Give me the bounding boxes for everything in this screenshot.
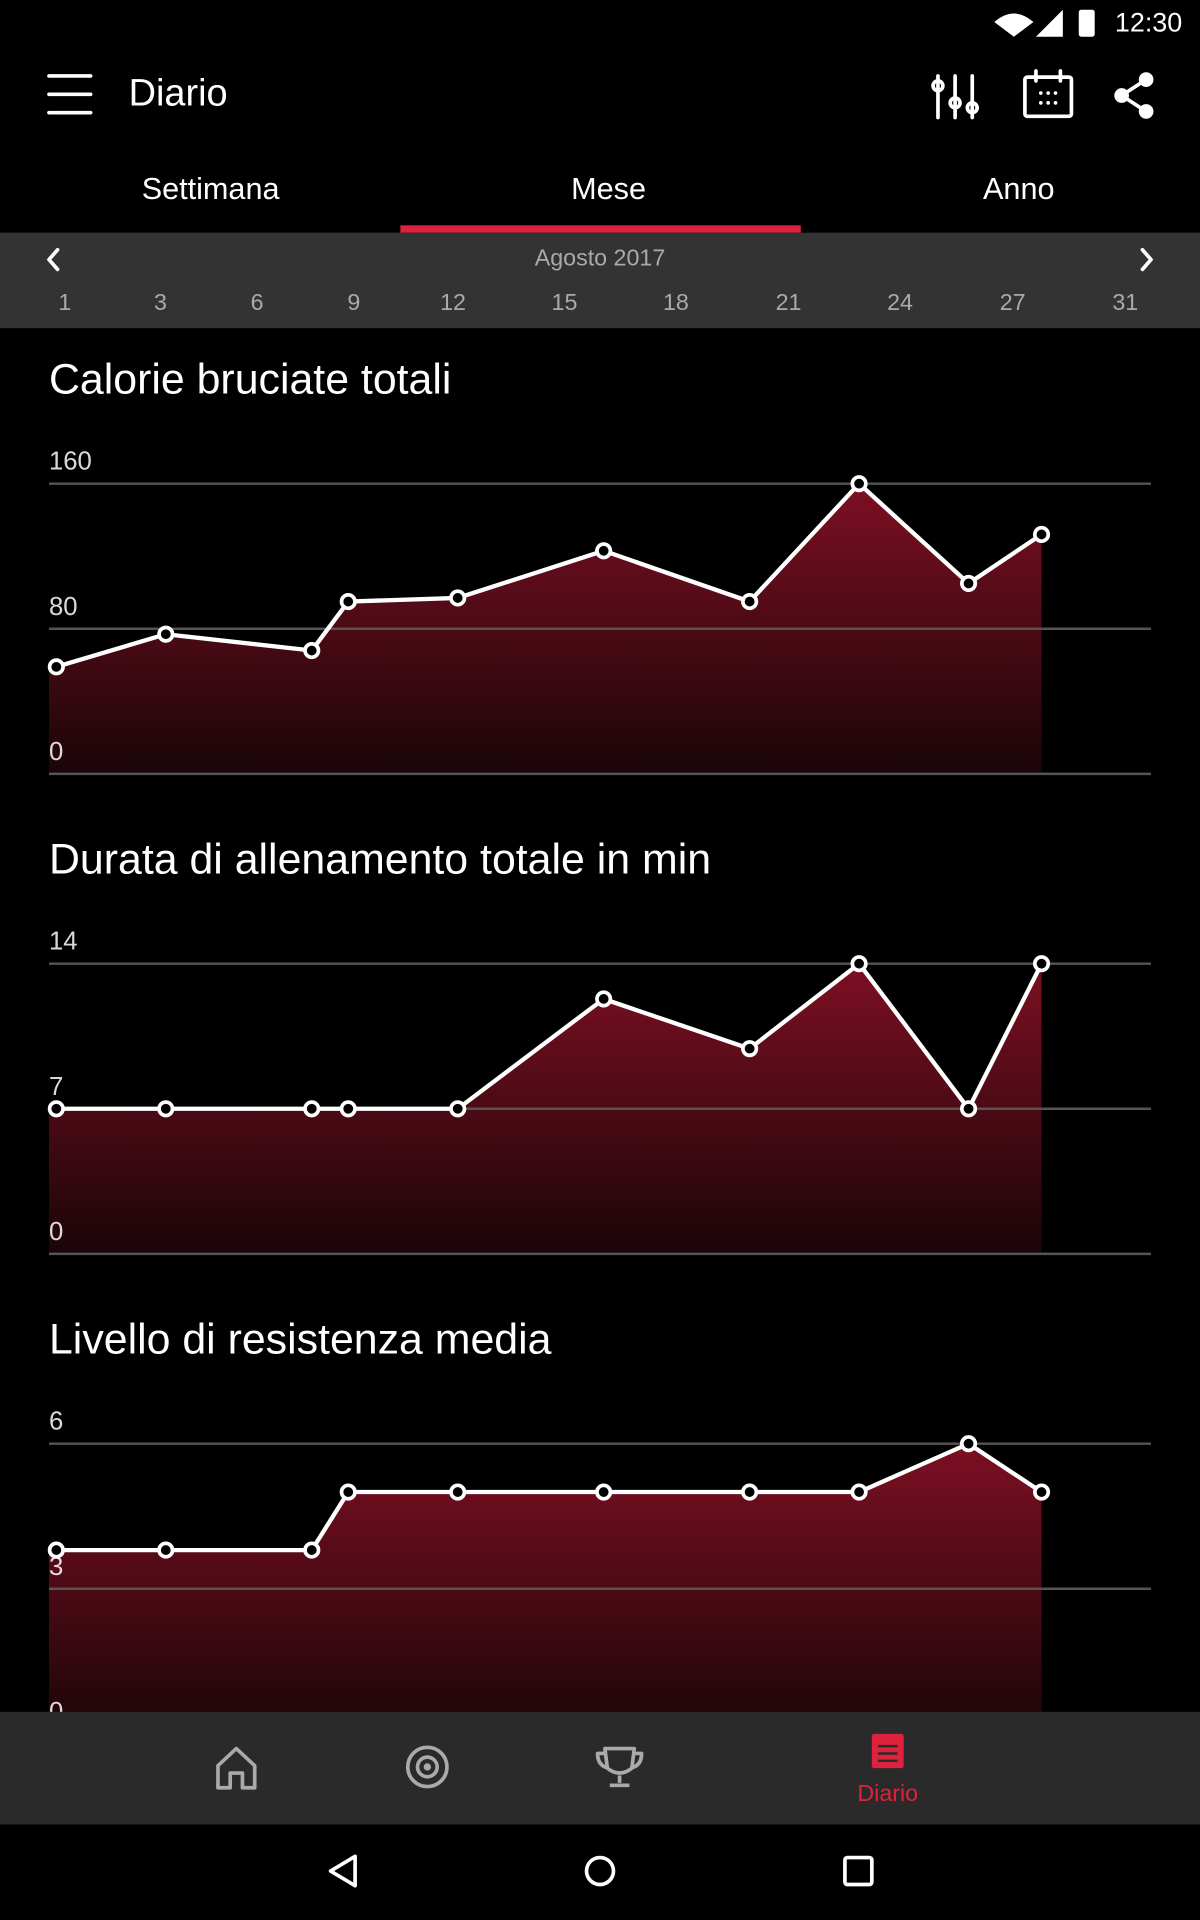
charts: Calorie bruciate totali 0 80 160 Durata di a…: [47, 355, 1152, 1736]
day-label: 31: [1112, 289, 1138, 315]
calendar-button[interactable]: [1023, 69, 1074, 119]
period-background: [0, 232, 1200, 329]
data-point: [960, 1435, 978, 1453]
data-point: [47, 658, 65, 676]
day-label: 27: [1000, 289, 1026, 315]
wifi-icon: [994, 13, 1034, 37]
data-point: [303, 1541, 321, 1559]
chart: Calorie bruciate totali 0 80 160: [47, 355, 1152, 776]
y-tick-label: 14: [49, 928, 78, 956]
home-button[interactable]: [216, 1746, 257, 1790]
data-point: [339, 592, 357, 611]
data-point: [303, 641, 321, 660]
clock: 12:30: [1115, 8, 1182, 38]
tab[interactable]: Anno: [983, 172, 1055, 206]
data-point: [449, 1483, 467, 1501]
data-point: [595, 542, 613, 560]
data-point: [303, 1100, 321, 1118]
nav-label: Diario: [857, 1780, 918, 1806]
day-label: 1: [58, 289, 71, 315]
chart: Livello di resistenza media036: [47, 1315, 1152, 1736]
data-point: [449, 1100, 467, 1118]
chart-title: Calorie bruciate totali: [49, 355, 451, 403]
y-tick-label: 0: [49, 1218, 63, 1246]
recents-button[interactable]: [843, 1855, 874, 1887]
signal-icon: [1035, 9, 1063, 37]
home-system-button[interactable]: [584, 1855, 616, 1887]
data-point: [960, 1100, 978, 1118]
data-point: [157, 1541, 175, 1559]
day-label: 9: [347, 289, 360, 315]
period-bar: Agosto 2017 1 3 6 9 12 15 18 21 24 27 31: [0, 232, 1200, 329]
menu-button[interactable]: [47, 74, 93, 115]
data-point: [339, 1483, 357, 1501]
filter-button[interactable]: [931, 74, 979, 120]
day-label: 21: [776, 289, 802, 315]
tabs: Settimana Mese Anno: [142, 172, 1055, 233]
data-point: [157, 1100, 175, 1118]
diary-button[interactable]: Diario: [857, 1733, 918, 1806]
y-tick-label: 3: [49, 1553, 63, 1581]
data-point: [1032, 525, 1051, 544]
day-label: 3: [154, 289, 167, 315]
y-tick-label: 80: [49, 593, 78, 621]
app-title: Diario: [129, 73, 228, 115]
line: [56, 961, 1044, 1111]
data-point: [741, 592, 759, 611]
data-point: [850, 955, 868, 973]
data-point: [1032, 955, 1051, 973]
line: [55, 481, 1043, 669]
data-point: [339, 1100, 357, 1118]
chart-title: Livello di resistenza media: [49, 1315, 552, 1363]
line: [56, 1441, 1043, 1553]
data-point: [47, 1100, 65, 1118]
data-point: [850, 475, 868, 493]
data-point: [595, 990, 613, 1008]
target-button[interactable]: [405, 1745, 449, 1789]
day-label: 24: [887, 289, 913, 315]
prev-button[interactable]: [47, 247, 60, 272]
bottom-nav: Diario: [0, 1711, 1200, 1825]
data-point: [741, 1483, 759, 1501]
status-bar: 12:30: [994, 8, 1182, 38]
share-button[interactable]: [1114, 72, 1154, 119]
day-label: 18: [663, 289, 689, 315]
y-tick-label: 160: [49, 448, 92, 476]
app-bar: Diario: [47, 69, 1154, 120]
trophy-button[interactable]: [595, 1746, 644, 1788]
battery-icon: [1078, 9, 1095, 37]
data-point: [960, 574, 978, 593]
tab-indicator: [400, 225, 801, 233]
chart: Durata di allenamento totale in min 0 7 14: [47, 835, 1152, 1256]
next-button[interactable]: [1140, 247, 1153, 272]
chart-title: Durata di allenamento totale in min: [49, 835, 711, 883]
y-tick-label: 7: [49, 1073, 63, 1101]
data-point: [449, 589, 467, 607]
data-point: [850, 1483, 868, 1501]
bottom-nav-background: [0, 1711, 1200, 1825]
y-tick-label: 6: [49, 1408, 63, 1436]
tab[interactable]: Mese: [571, 172, 646, 206]
day-label: 12: [440, 289, 466, 315]
data-point: [741, 1040, 759, 1058]
data-point: [595, 1483, 613, 1501]
back-button[interactable]: [328, 1854, 357, 1888]
day-label: 15: [552, 289, 578, 315]
tab[interactable]: Settimana: [142, 172, 281, 206]
day-label: 6: [251, 289, 264, 315]
period-label: Agosto 2017: [535, 245, 666, 271]
y-tick-label: 0: [49, 738, 63, 766]
data-point: [157, 625, 175, 643]
data-point: [1032, 1483, 1051, 1501]
data-point: [47, 1541, 65, 1559]
system-nav: [328, 1854, 874, 1888]
